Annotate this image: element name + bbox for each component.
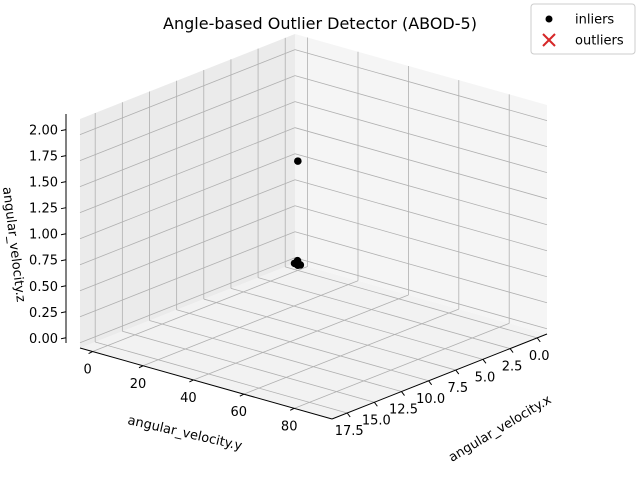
z-grid-right-wall — [294, 127, 548, 200]
y-tick-label: 10.0 — [416, 392, 445, 407]
x-tick-mark — [88, 351, 93, 354]
z-tick-mark — [60, 181, 67, 184]
z-grid-right-wall — [294, 49, 548, 121]
z-grid-left-wall — [79, 101, 296, 188]
x-tick-label: 60 — [231, 405, 248, 420]
x-tick-mark — [189, 379, 194, 383]
z-tick-label: 0.25 — [29, 306, 58, 321]
y-tick-mark — [536, 337, 541, 343]
y-tick-label: 7.5 — [447, 381, 468, 396]
y-grid-floor — [230, 287, 484, 360]
z-tick-mark — [60, 207, 67, 210]
z-tick-mark — [60, 155, 67, 158]
x-tick-mark — [138, 365, 144, 369]
legend-inliers-label: inliers — [575, 13, 614, 28]
y-tick-mark — [346, 412, 351, 418]
x-grid-floor — [243, 308, 459, 395]
z-grid-left-wall — [79, 127, 296, 214]
z-grid-left-wall — [79, 231, 296, 318]
x-grid-floor — [92, 266, 308, 352]
y-grid-floor — [95, 341, 348, 414]
z-grid-left-wall — [79, 75, 296, 162]
z-tick-label: 1.50 — [29, 176, 58, 191]
x-tick-label: 80 — [281, 419, 298, 434]
z-grid-right-wall — [294, 257, 548, 330]
y-tick-label: 12.5 — [389, 403, 418, 418]
z-tick-mark — [60, 259, 67, 262]
y-tick-label: 15.0 — [362, 413, 391, 428]
x-tick-label: 0 — [83, 363, 91, 378]
y-tick-mark — [509, 348, 514, 353]
z-grid-right-wall — [294, 231, 548, 304]
z-tick-mark — [60, 337, 67, 340]
y-tick-label: 0.0 — [529, 349, 550, 364]
z-grid-right-wall — [294, 75, 548, 148]
y-grid-floor — [176, 309, 429, 382]
z-tick-mark — [60, 285, 67, 288]
y-tick-mark — [373, 401, 378, 407]
grid-lines — [79, 37, 548, 414]
inlier-point — [294, 157, 302, 165]
z-grid-left-wall — [79, 205, 296, 292]
legend-outliers-label: outliers — [575, 34, 624, 49]
y-grid-floor — [285, 266, 538, 339]
y-tick-mark — [428, 380, 433, 386]
z-axis-label: angular_velocity.z — [0, 186, 28, 303]
z-tick-mark — [60, 129, 67, 132]
legend-outliers-marker — [542, 33, 556, 47]
y-grid-floor — [257, 277, 511, 349]
y-grid-floor — [149, 320, 402, 392]
y-tick-mark — [455, 369, 460, 375]
tick-labels: 0 20 40 60 80 0.0 2.5 5.0 7.510.012.515.017.5 0.0… — [29, 124, 550, 439]
legend-frame — [530, 3, 636, 55]
z-tick-mark — [60, 311, 67, 314]
z-tick-label: 0.00 — [29, 332, 58, 347]
x-axis-label: angular_velocity.x — [446, 392, 554, 465]
y-tick-label: 17.5 — [335, 424, 364, 439]
axis-lines — [65, 114, 548, 420]
y-tick-label: 5.0 — [475, 370, 496, 385]
y-tick-label: 2.5 — [502, 360, 523, 375]
z-tick-label: 1.25 — [29, 202, 58, 217]
x-grid-floor — [193, 294, 409, 381]
x-tick-mark — [289, 407, 295, 411]
x-tick-label: 40 — [180, 391, 197, 406]
x-tick-label: 20 — [130, 377, 147, 392]
z-grid-left-wall — [79, 179, 296, 266]
z-grid-left-wall — [79, 49, 296, 135]
y-tick-mark — [401, 391, 405, 396]
data-points — [290, 157, 305, 270]
z-tick-label: 0.50 — [29, 280, 58, 295]
z-grid-left-wall — [79, 153, 296, 240]
x-grid-floor — [142, 280, 359, 367]
z-grid-right-wall — [294, 153, 548, 226]
z-tick-label: 1.00 — [29, 228, 58, 243]
z-grid-left-wall — [79, 257, 296, 344]
y-grid-floor — [122, 330, 375, 403]
z-grid-right-wall — [294, 179, 548, 252]
y-grid-floor — [203, 298, 456, 371]
y-tick-mark — [482, 359, 487, 364]
chart-title: Angle-based Outlier Detector (ABOD-5) — [163, 14, 477, 33]
z-tick-mark — [60, 233, 67, 236]
legend: inliers outliers — [530, 3, 636, 55]
z-tick-label: 0.75 — [29, 254, 58, 269]
z-grid-right-wall — [294, 205, 548, 278]
y-axis-line — [331, 333, 548, 420]
x-grid-floor — [294, 322, 510, 409]
legend-inliers-marker — [545, 15, 553, 23]
y-axis-label: angular_velocity.y — [126, 413, 244, 454]
z-tick-label: 1.75 — [29, 150, 58, 165]
x-tick-mark — [239, 393, 245, 397]
z-tick-label: 2.00 — [29, 124, 58, 139]
inlier-point — [293, 256, 302, 265]
z-grid-right-wall — [294, 101, 548, 174]
x-axis-line — [79, 347, 333, 420]
